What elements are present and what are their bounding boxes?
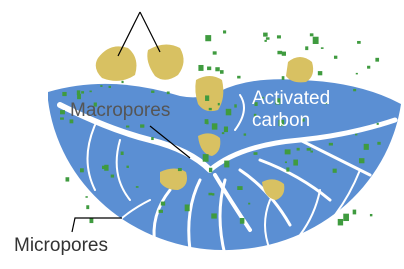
particle	[80, 168, 84, 172]
particle	[89, 91, 91, 93]
particle	[377, 123, 379, 125]
particle	[244, 133, 246, 135]
particle	[90, 218, 94, 223]
particle	[60, 117, 64, 119]
particle	[353, 210, 357, 215]
particle	[60, 110, 65, 114]
particle	[297, 148, 300, 151]
carbon-label: carbon	[252, 110, 310, 131]
particle	[109, 86, 111, 88]
particle	[240, 218, 245, 224]
particle	[218, 103, 220, 105]
particle	[224, 127, 228, 133]
particle	[329, 143, 333, 146]
particle	[126, 126, 129, 128]
particle	[111, 175, 114, 178]
particle	[85, 196, 87, 198]
particle	[237, 76, 240, 79]
particle	[377, 142, 380, 145]
particle	[334, 56, 337, 59]
particle	[209, 108, 212, 110]
particle	[226, 109, 232, 116]
particle	[222, 132, 224, 134]
particle	[212, 193, 214, 195]
particle	[313, 37, 319, 44]
particle	[248, 203, 250, 205]
particle	[205, 119, 209, 124]
particle	[343, 214, 349, 221]
particle	[254, 152, 258, 155]
particle	[264, 40, 266, 42]
particle	[140, 124, 144, 127]
particle	[263, 33, 268, 37]
macropores-label: Macropores	[70, 100, 170, 121]
particle	[307, 148, 311, 151]
particle	[62, 92, 66, 96]
particle	[359, 158, 364, 163]
particle	[208, 193, 212, 196]
particle	[318, 71, 322, 75]
particle	[66, 177, 70, 181]
particle	[266, 37, 270, 39]
activated-label: Activated	[252, 88, 330, 109]
particle	[205, 35, 211, 41]
particle	[321, 47, 324, 49]
particle	[205, 95, 209, 101]
particle	[151, 91, 154, 93]
particle	[370, 214, 372, 216]
particle	[159, 210, 163, 213]
particle	[136, 186, 139, 188]
particle	[357, 41, 361, 44]
particle	[220, 70, 224, 74]
particle	[277, 35, 281, 38]
particle	[375, 58, 379, 62]
particle	[364, 144, 369, 150]
particle	[77, 90, 80, 95]
particle	[211, 213, 217, 218]
particle	[121, 81, 123, 83]
particle	[286, 167, 289, 171]
micropores-label: Micropores	[14, 235, 108, 256]
particle	[237, 186, 242, 190]
particle	[282, 52, 286, 56]
particle	[100, 85, 102, 87]
diagram: Macropores Activated carbon Micropores	[0, 0, 404, 269]
particle	[305, 46, 308, 50]
particle	[285, 149, 291, 154]
particle	[223, 30, 226, 33]
particle	[338, 219, 343, 225]
particle	[333, 169, 337, 173]
particle	[355, 134, 357, 136]
particle	[198, 65, 203, 71]
particle	[285, 161, 287, 163]
particle	[185, 204, 190, 211]
particle	[86, 205, 89, 209]
particle	[356, 73, 358, 75]
particle	[203, 154, 209, 162]
particle	[353, 89, 356, 91]
particle	[310, 33, 314, 36]
particle	[151, 137, 154, 140]
particle	[209, 168, 212, 173]
particle	[367, 66, 370, 69]
particle	[277, 51, 282, 54]
particle	[178, 168, 182, 171]
particle	[293, 160, 298, 166]
particle	[207, 67, 211, 71]
particle	[81, 91, 84, 93]
particle	[215, 67, 219, 71]
particle	[161, 202, 165, 206]
particle	[212, 123, 218, 129]
particle	[104, 165, 108, 171]
particle	[121, 152, 124, 155]
particle	[282, 76, 285, 80]
particle	[224, 161, 229, 168]
particle	[213, 51, 217, 54]
particle	[234, 104, 236, 107]
particle	[310, 151, 313, 153]
particle	[167, 91, 170, 94]
particle	[126, 166, 128, 168]
